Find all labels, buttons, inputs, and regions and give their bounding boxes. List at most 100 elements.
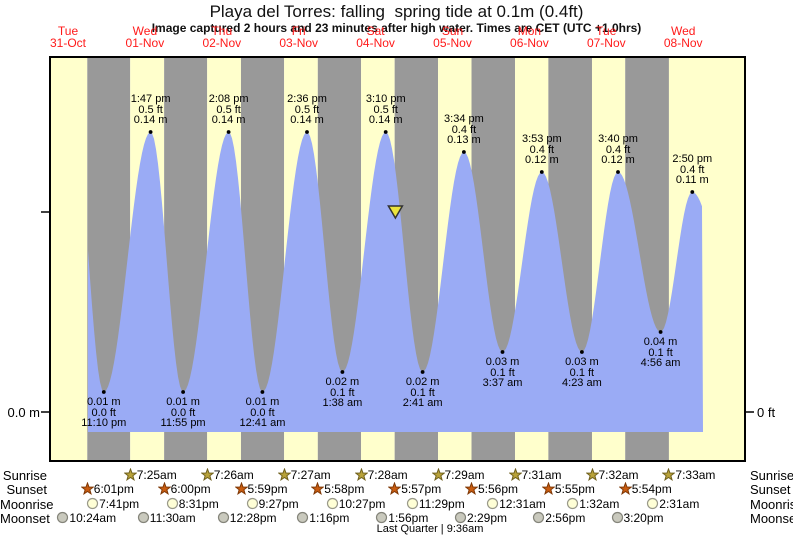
moonrise-time: 9:27pm xyxy=(258,497,299,511)
moonrise-circle-icon xyxy=(326,497,338,510)
now-marker-icon xyxy=(387,205,404,220)
sunset-time: 5:58pm xyxy=(324,482,365,496)
moonrise-circle-icon xyxy=(86,497,99,510)
day-label: Wed 08-Nov xyxy=(663,24,703,50)
sunrise-star-icon xyxy=(200,468,214,481)
sunrise-star-icon xyxy=(585,468,599,481)
tide-dot xyxy=(181,390,186,394)
sunrise-time: 7:31am xyxy=(521,468,562,482)
tide-dot xyxy=(690,190,695,194)
moonrise-circle-icon xyxy=(486,497,499,510)
moon-phase-text: Last Quarter | 9:36am xyxy=(376,523,484,535)
tide-dot xyxy=(616,170,620,174)
moonrise-circle-icon xyxy=(567,497,579,510)
high-tide-label: 3:10 pm 0.5 ft 0.14 m xyxy=(365,93,406,126)
day-band xyxy=(49,56,88,462)
sunrise-time: 7:27am xyxy=(290,468,331,482)
moonrise-time: 8:31pm xyxy=(178,497,219,511)
sunrise-time: 7:28am xyxy=(367,468,408,482)
day-label: Sat 04-Nov xyxy=(356,24,395,50)
moonset-circle-icon xyxy=(217,511,229,524)
moonrise-row-label-left: Moonrise xyxy=(0,497,54,512)
day-label: Fri 03-Nov xyxy=(279,24,319,50)
day-label: Wed 01-Nov xyxy=(125,24,165,50)
tide-curve-area xyxy=(88,132,703,432)
sunset-time: 5:59pm xyxy=(247,482,288,496)
moonset-time: 11:30am xyxy=(149,511,196,525)
moonset-time: 10:24am xyxy=(69,511,117,525)
moonset-circle-icon xyxy=(137,511,149,524)
sunset-star-icon xyxy=(157,482,171,495)
moonrise-time: 2:31am xyxy=(659,497,700,511)
moonset-circle-icon xyxy=(454,511,467,524)
low-tide-label: 0.03 m 0.1 ft 4:23 am xyxy=(562,356,602,389)
moonrise-circle-icon xyxy=(406,497,418,510)
sunset-row-label-right: Sunset xyxy=(750,482,791,497)
sunset-time: 6:00pm xyxy=(170,482,211,496)
sunrise-time: 7:33am xyxy=(675,468,716,482)
sunrise-star-icon xyxy=(508,468,522,481)
moonrise-time: 1:32am xyxy=(579,497,620,511)
sunrise-row-label-left: Sunrise xyxy=(2,468,47,483)
page-subtitle: Image captured 2 hours and 23 minutes af… xyxy=(151,21,642,35)
tide-dot xyxy=(148,130,153,134)
low-tide-label: 0.02 m 0.1 ft 2:41 am xyxy=(402,376,443,409)
moonrise-time: 7:41pm xyxy=(99,497,140,511)
moonset-time: 3:20pm xyxy=(623,511,664,525)
high-tide-label: 2:36 pm 0.5 ft 0.14 m xyxy=(287,93,327,126)
day-label: Tue 07-Nov xyxy=(586,24,626,50)
sunrise-time: 7:29am xyxy=(444,468,485,482)
sunset-time: 5:57pm xyxy=(401,482,442,496)
moonset-circle-icon xyxy=(376,511,388,524)
high-tide-label: 1:47 pm 0.5 ft 0.14 m xyxy=(130,93,171,126)
moonset-time: 1:56pm xyxy=(388,511,429,525)
sunrise-star-icon xyxy=(277,468,291,481)
moonset-time: 1:16pm xyxy=(309,511,350,525)
low-tide-label: 0.04 m 0.1 ft 4:56 am xyxy=(640,336,681,369)
moonset-time: 12:28pm xyxy=(229,511,277,525)
sunrise-star-icon xyxy=(354,468,368,481)
sunset-time: 6:01pm xyxy=(93,482,134,496)
sunrise-time: 7:32am xyxy=(598,468,639,482)
high-tide-label: 3:34 pm 0.4 ft 0.13 m xyxy=(444,113,484,146)
tide-dot xyxy=(462,150,466,154)
tide-dot xyxy=(658,330,663,334)
day-label: Tue 31-Oct xyxy=(49,24,87,50)
tide-dot xyxy=(580,350,584,354)
tide-dot xyxy=(226,130,231,134)
sunset-star-icon xyxy=(388,482,402,495)
high-tide-label: 2:08 pm 0.5 ft 0.14 m xyxy=(208,93,249,126)
sunrise-star-icon xyxy=(123,468,137,481)
day-label: Thu 02-Nov xyxy=(202,24,242,50)
y-axis-right-label: 0 ft xyxy=(757,405,776,420)
moonrise-time: 12:31am xyxy=(499,497,546,511)
moonrise-time: 10:27pm xyxy=(338,497,386,511)
sunset-star-icon xyxy=(618,482,632,495)
low-tide-label: 0.03 m 0.1 ft 3:37 am xyxy=(482,356,523,389)
moonset-circle-icon xyxy=(297,511,309,524)
tide-dot xyxy=(383,130,388,134)
page-title: Playa del Torres: falling spring tide at… xyxy=(209,2,584,21)
sunrise-time: 7:26am xyxy=(213,468,254,482)
low-tide-label: 0.02 m 0.1 ft 1:38 am xyxy=(322,376,363,409)
sunrise-star-icon xyxy=(662,468,676,481)
moonset-circle-icon xyxy=(57,511,69,524)
moonrise-circle-icon xyxy=(647,497,659,510)
moonrise-time: 11:29pm xyxy=(418,497,465,511)
moonrise-circle-icon xyxy=(246,497,258,510)
sunrise-row-label-right: Sunrise xyxy=(750,468,793,483)
moonrise-row-label-right: Moonrise xyxy=(750,497,793,512)
moonset-circle-icon xyxy=(611,511,623,524)
low-tide-label: 0.01 m 0.0 ft 12:41 am xyxy=(239,396,286,429)
sunset-time: 5:54pm xyxy=(631,482,672,496)
high-tide-label: 3:40 pm 0.4 ft 0.12 m xyxy=(598,133,638,166)
low-tide-label: 0.01 m 0.0 ft 11:10 pm xyxy=(81,396,127,429)
sunset-time: 5:55pm xyxy=(554,482,595,496)
sunset-star-icon xyxy=(80,482,94,495)
tide-dot xyxy=(539,170,544,174)
moonset-circle-icon xyxy=(533,511,545,524)
sunset-time: 5:56pm xyxy=(478,482,519,496)
moonset-row-label-right: Moonset xyxy=(750,511,793,526)
